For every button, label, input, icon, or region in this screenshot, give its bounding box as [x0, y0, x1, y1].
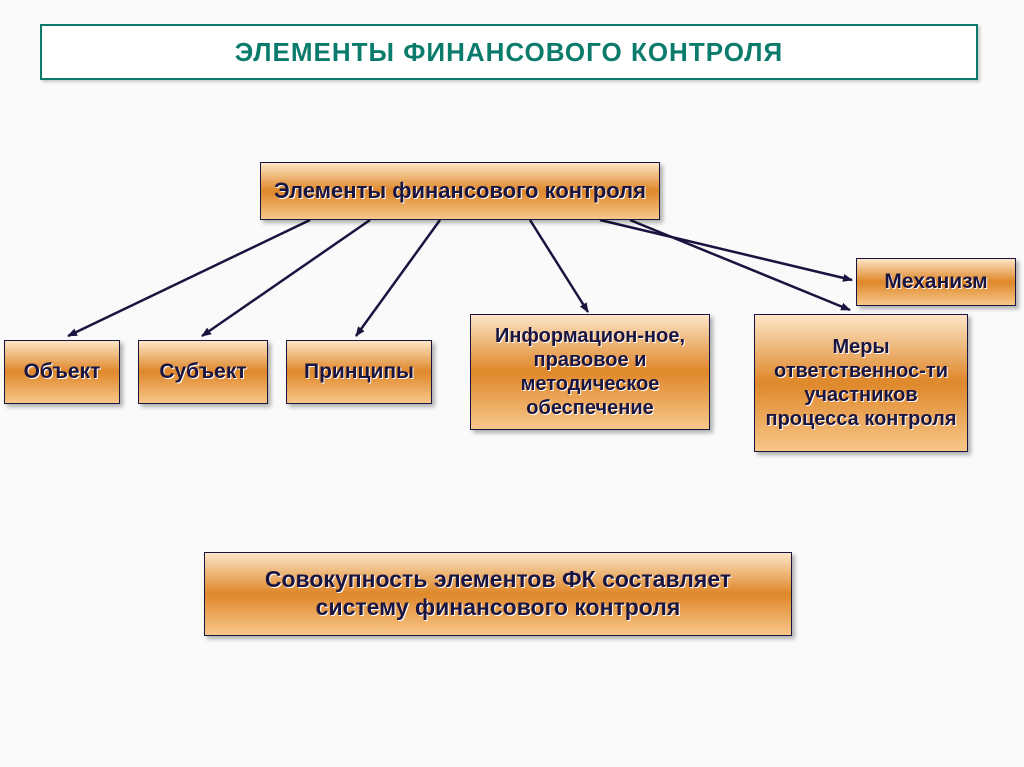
- mechanism-box: Механизм: [856, 258, 1016, 306]
- measures-label: Меры ответственнос-ти участников процесс…: [763, 335, 959, 431]
- principles-box: Принципы: [286, 340, 432, 404]
- title-banner: ЭЛЕМЕНТЫ ФИНАНСОВОГО КОНТРОЛЯ: [40, 24, 978, 80]
- subject-box: Субъект: [138, 340, 268, 404]
- principles-label: Принципы: [304, 359, 414, 384]
- measures-box: Меры ответственнос-ти участников процесс…: [754, 314, 968, 452]
- object-label: Объект: [24, 359, 101, 384]
- root-box: Элементы финансового контроля: [260, 162, 660, 220]
- summary-box: Совокупность элементов ФК составляет сис…: [204, 552, 792, 636]
- mechanism-label: Механизм: [884, 269, 987, 294]
- subject-label: Субъект: [159, 359, 246, 384]
- object-box: Объект: [4, 340, 120, 404]
- info-label: Информацион-ное, правовое и методическое…: [479, 324, 701, 420]
- root-label: Элементы финансового контроля: [274, 178, 646, 204]
- info-box: Информацион-ное, правовое и методическое…: [470, 314, 710, 430]
- page-title: ЭЛЕМЕНТЫ ФИНАНСОВОГО КОНТРОЛЯ: [235, 37, 783, 68]
- summary-label: Совокупность элементов ФК составляет сис…: [265, 566, 731, 621]
